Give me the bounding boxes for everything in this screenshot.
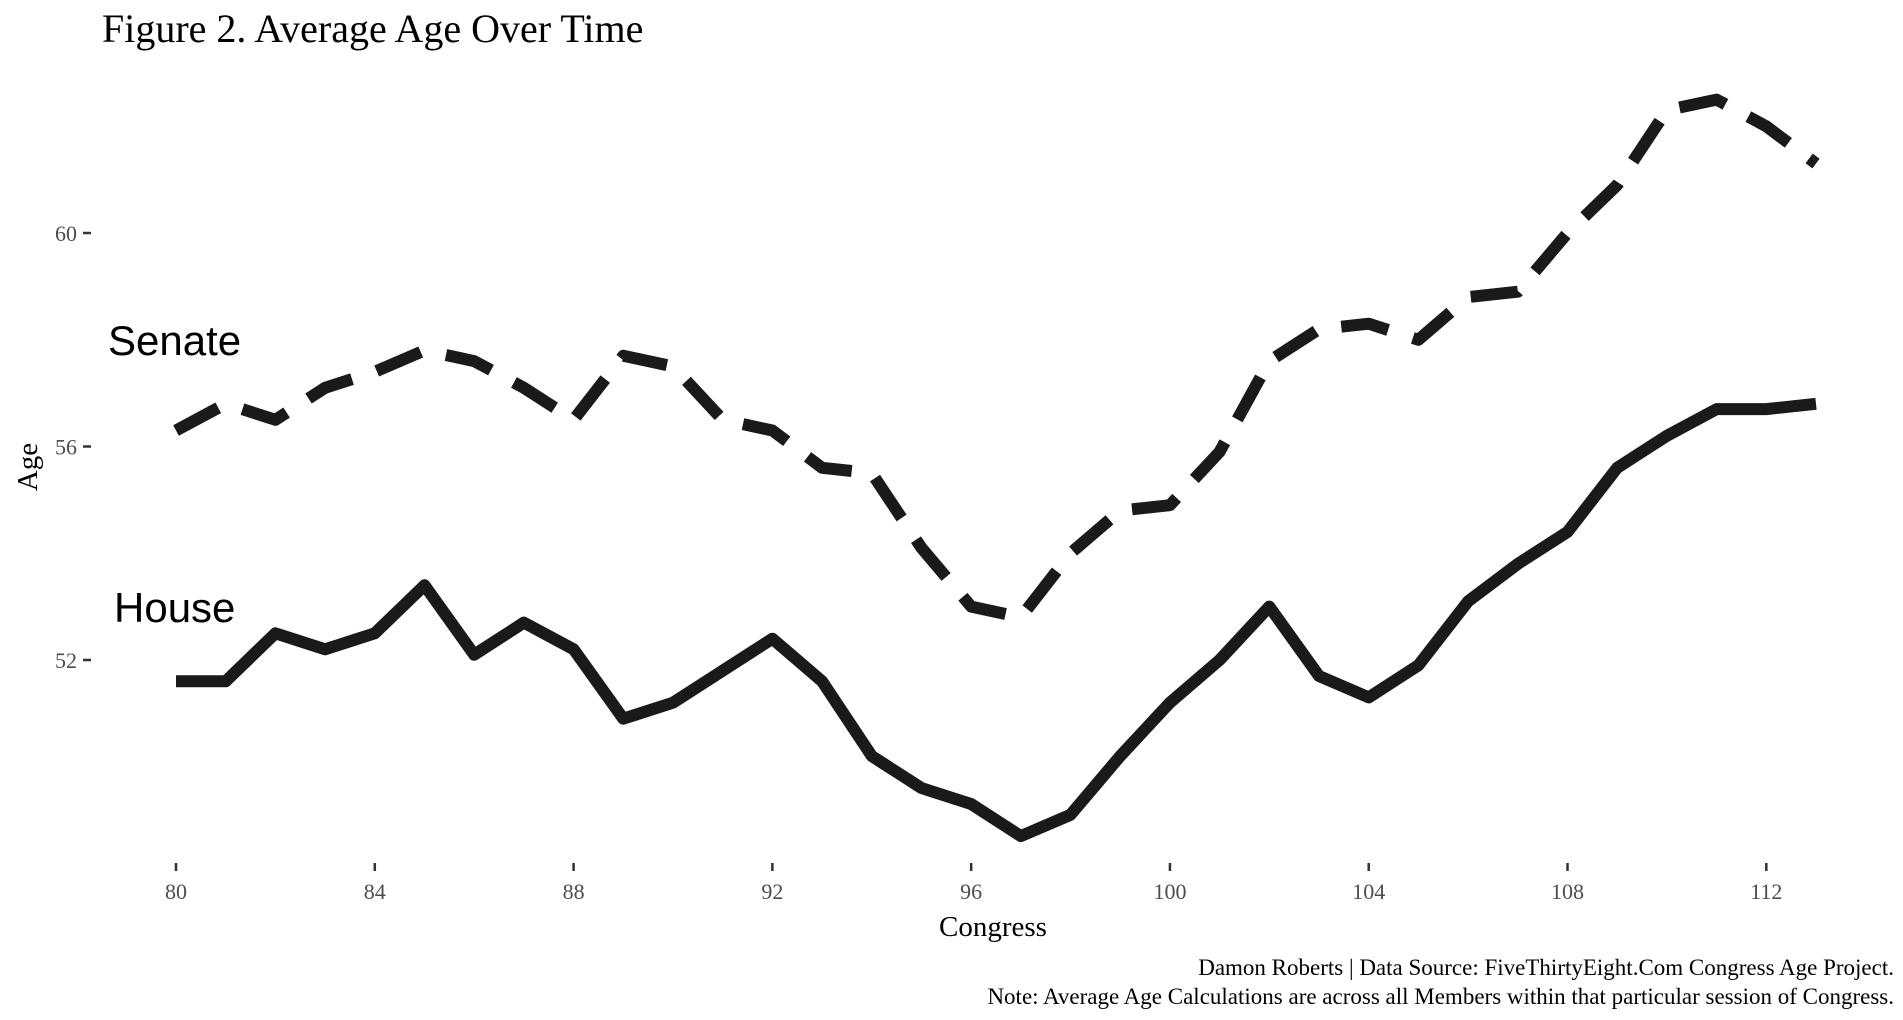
x-tick-label: 96 [960,879,982,904]
x-tick-label: 92 [761,879,783,904]
x-tick-label: 100 [1153,879,1186,904]
house-series-label: House [114,584,235,631]
y-tick-label: 56 [55,435,77,460]
caption-source: Damon Roberts | Data Source: FiveThirtyE… [1198,955,1894,980]
x-tick-label: 88 [563,879,585,904]
x-tick-label: 80 [165,879,187,904]
house-series-line [176,397,1817,843]
senate-series-label: Senate [108,317,241,364]
y-tick-label: 60 [55,221,77,246]
x-tick-label: 104 [1352,879,1385,904]
x-axis-title: Congress [939,911,1047,943]
x-tick-label: 108 [1551,879,1584,904]
caption-note: Note: Average Age Calculations are acros… [987,984,1894,1009]
series-layer [173,93,1820,843]
chart-title: Figure 2. Average Age Over Time [102,6,643,51]
x-tick-label: 112 [1750,879,1782,904]
y-axis-title: Age [12,443,44,491]
y-tick-label: 52 [55,648,77,673]
senate-series-line [173,93,1820,624]
x-tick-label: 84 [364,879,386,904]
y-axis: 52 56 60 [55,221,91,673]
x-axis: 80 84 88 92 96 100 104 108 112 [165,863,1782,904]
